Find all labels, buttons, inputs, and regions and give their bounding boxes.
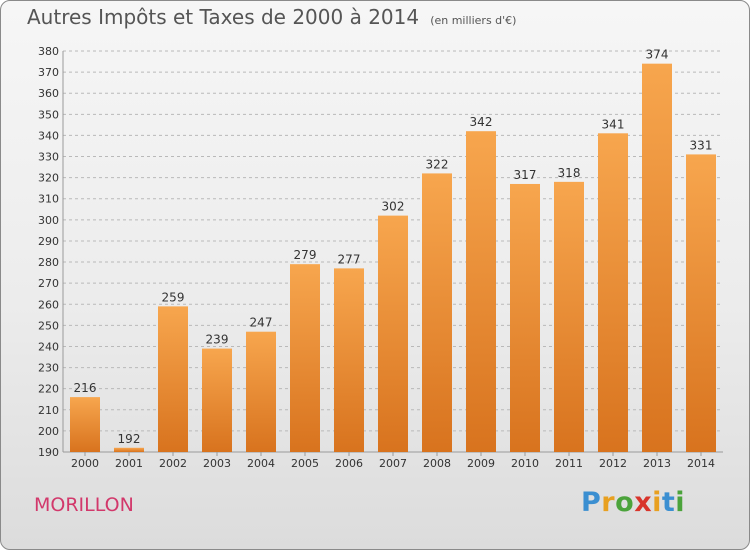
y-tick-label: 290 (38, 235, 59, 248)
bar-2000 (70, 397, 100, 452)
chart-title-block: Autres Impôts et Taxes de 2000 à 2014 (e… (27, 5, 516, 29)
y-tick-label: 260 (38, 298, 59, 311)
logo-letter: x (634, 487, 653, 518)
y-tick-label: 210 (38, 404, 59, 417)
bar-2009 (466, 131, 496, 452)
data-label: 322 (426, 157, 449, 171)
bar-2002 (158, 306, 188, 452)
y-tick-label: 330 (38, 151, 59, 164)
data-labels: 216 192 259 239 247 279 277 302 322 342 317 318 341 3… (74, 48, 713, 446)
data-label: 341 (602, 117, 625, 131)
y-tick-label: 340 (38, 129, 59, 142)
data-label: 318 (558, 166, 581, 180)
proxiti-logo: Proxiti (581, 487, 685, 518)
bar-2007 (378, 215, 408, 452)
bars (70, 63, 716, 453)
y-tick-label: 370 (38, 66, 59, 79)
x-tick-label: 2014 (687, 457, 715, 470)
data-label: 277 (338, 252, 361, 266)
x-tick-label: 2006 (335, 457, 363, 470)
data-label: 216 (74, 381, 97, 395)
data-label: 374 (646, 48, 669, 62)
x-tick-label: 2009 (467, 457, 495, 470)
y-tick-label: 380 (38, 45, 59, 58)
y-tick-label: 230 (38, 362, 59, 375)
y-tick-label: 190 (38, 446, 59, 459)
x-tick-label: 2004 (247, 457, 275, 470)
y-tick-label: 320 (38, 172, 59, 185)
y-tick-label: 270 (38, 277, 59, 290)
y-tick-label: 310 (38, 193, 59, 206)
data-label: 279 (294, 248, 317, 262)
bar-2012 (598, 133, 628, 452)
commune-name: MORILLON (34, 494, 134, 516)
data-label: 302 (382, 200, 405, 214)
x-tick-label: 2012 (599, 457, 627, 470)
x-tick-label: 2000 (71, 457, 99, 470)
data-label: 342 (470, 115, 493, 129)
bar-2006 (334, 268, 364, 452)
data-label: 239 (206, 333, 229, 347)
x-tick-label: 2013 (643, 457, 671, 470)
y-tick-label: 360 (38, 87, 59, 100)
bar-2013 (642, 63, 672, 453)
bar-2003 (202, 348, 232, 452)
bar-2008 (422, 173, 452, 452)
chart-title: Autres Impôts et Taxes de 2000 à 2014 (27, 5, 420, 29)
y-tick-label: 280 (38, 256, 59, 269)
x-tick-label: 2003 (203, 457, 231, 470)
y-tick-label: 200 (38, 425, 59, 438)
x-tick-label: 2007 (379, 457, 407, 470)
bar-2011 (554, 181, 584, 452)
data-label: 259 (162, 290, 185, 304)
data-label: 317 (514, 168, 537, 182)
data-label: 192 (118, 432, 141, 446)
y-tick-label: 300 (38, 214, 59, 227)
y-tick-label: 220 (38, 383, 59, 396)
y-tick-label: 240 (38, 340, 59, 353)
y-axis-ticks: 190 200 210 220 230 240 250 260 270 280 290 300 310 3… (38, 45, 59, 459)
x-tick-label: 2008 (423, 457, 451, 470)
logo-letter: t (661, 487, 676, 518)
bar-2010 (510, 183, 540, 452)
chart-unit: (en milliers d'€) (430, 14, 517, 27)
x-tick-label: 2001 (115, 457, 143, 470)
y-tick-label: 350 (38, 108, 59, 121)
x-tick-label: 2002 (159, 457, 187, 470)
x-tick-label: 2010 (511, 457, 539, 470)
logo-letter: P (581, 487, 602, 518)
bar-2001 (114, 447, 144, 452)
data-label: 331 (690, 138, 713, 152)
logo-letter: i (652, 487, 662, 518)
bar-2004 (246, 331, 276, 452)
logo-letter: r (601, 487, 616, 518)
x-axis-ticks: 2000 2001 2002 2003 2004 2005 2006 2007 2008 2009… (71, 452, 715, 470)
bar-2014 (686, 154, 716, 453)
y-tick-label: 250 (38, 319, 59, 332)
logo-letter: o (615, 487, 635, 518)
data-label: 247 (250, 316, 273, 330)
bar-2005 (290, 264, 320, 452)
x-tick-label: 2011 (555, 457, 583, 470)
x-tick-label: 2005 (291, 457, 319, 470)
logo-letter: i (675, 487, 686, 518)
